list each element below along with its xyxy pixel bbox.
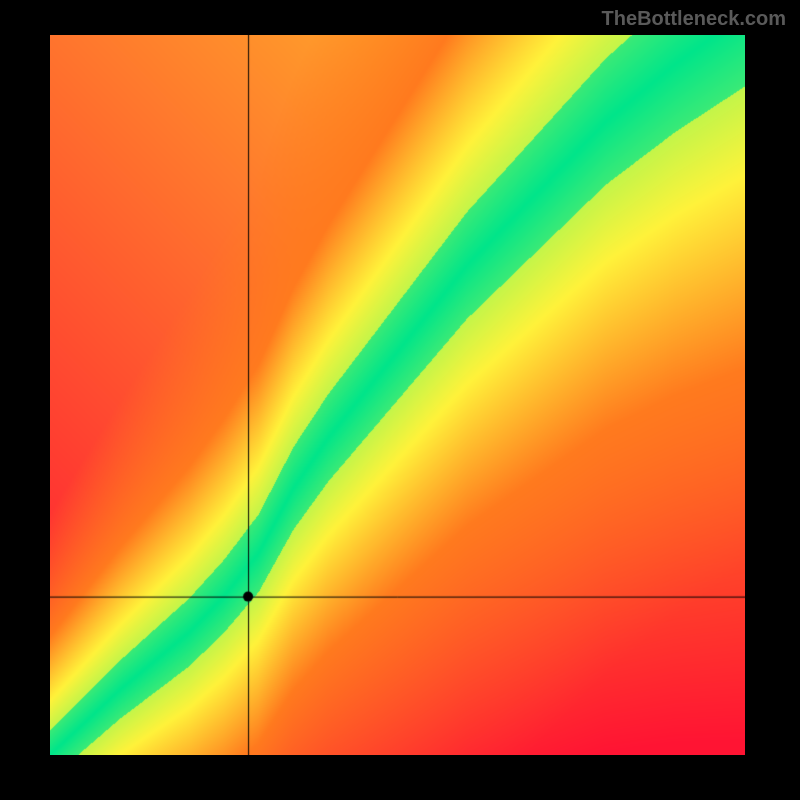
heatmap-plot	[50, 35, 745, 755]
chart-container: TheBottleneck.com	[0, 0, 800, 800]
heatmap-canvas	[50, 35, 745, 755]
watermark-text: TheBottleneck.com	[602, 8, 786, 31]
